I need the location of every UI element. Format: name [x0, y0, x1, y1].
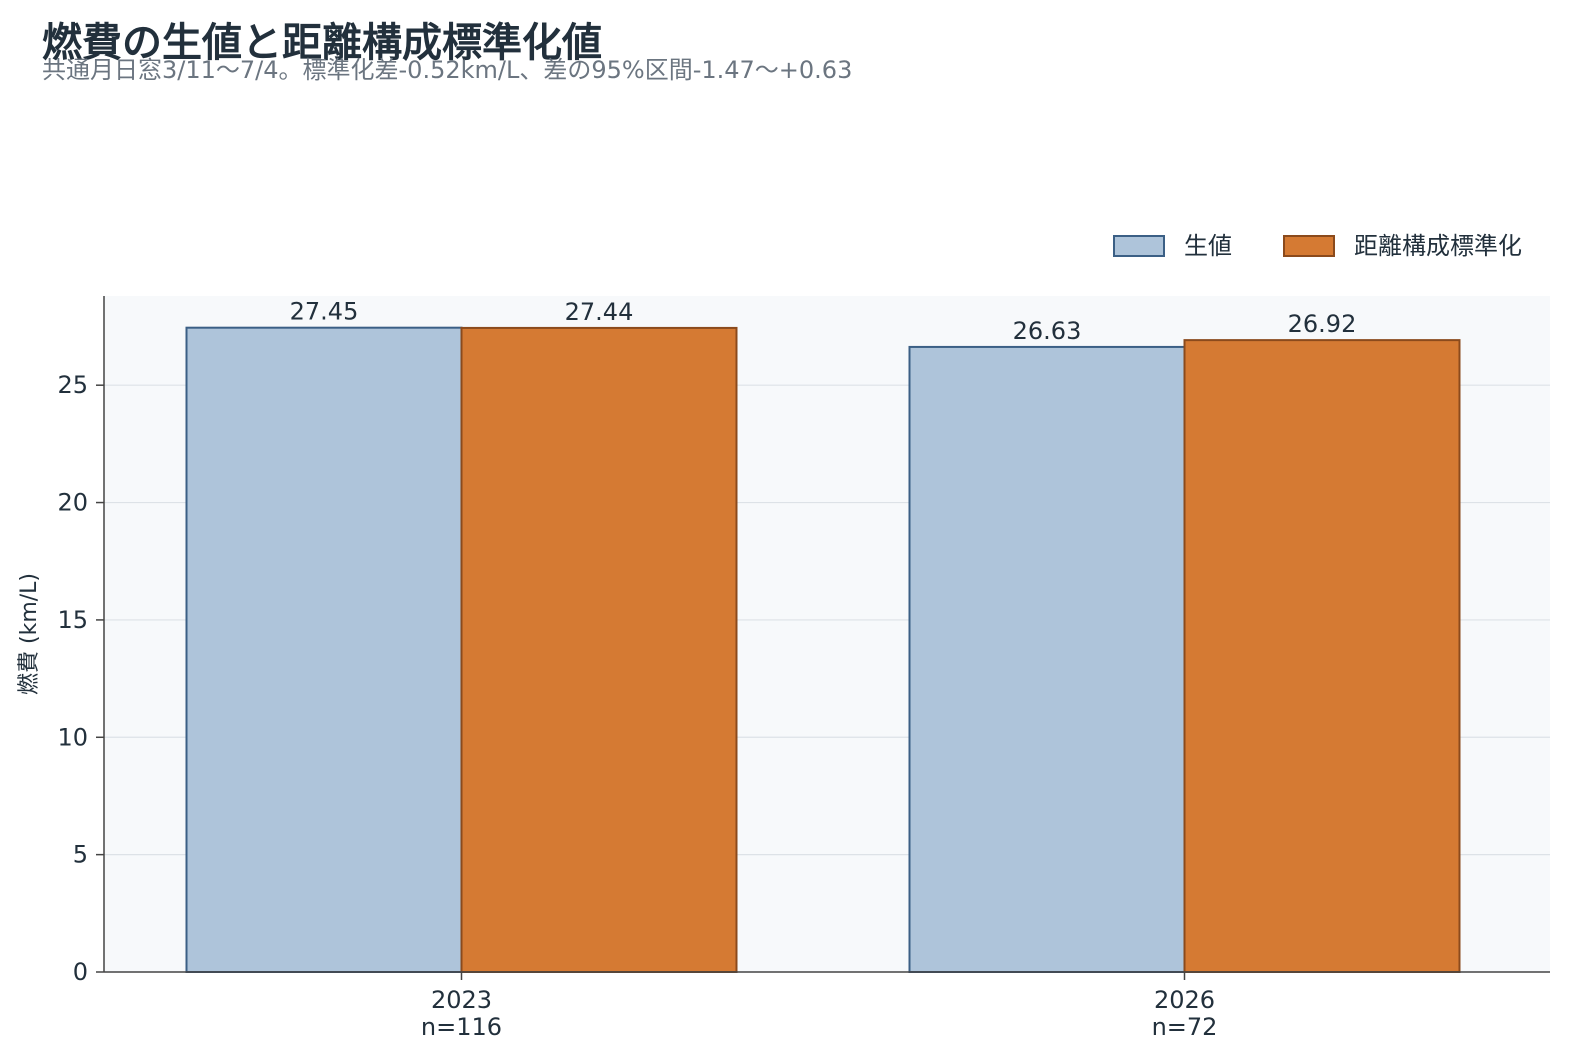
- bar-value-label: 26.92: [1288, 310, 1357, 338]
- y-ticks: 0 5 10 15 20 25: [57, 371, 104, 986]
- chart-title: 燃費の生値と距離構成標準化値: [42, 20, 602, 66]
- x-tick-label: 2023: [431, 986, 492, 1014]
- bars: [185, 326, 1461, 974]
- value-labels: 27.45 27.44 26.63 26.92: [290, 298, 1357, 345]
- legend-swatch: [1283, 235, 1335, 257]
- legend-label: 距離構成標準化: [1354, 232, 1522, 260]
- x-tick-sublabel: n=72: [1152, 1013, 1218, 1041]
- bar-standardized-2026: [1183, 339, 1461, 973]
- y-axis-label: 燃費 (km/L): [17, 573, 42, 695]
- bar-raw-2026: [908, 345, 1186, 974]
- chart-subtitle: 共通月日窓3/11〜7/4。標準化差-0.52km/L、差の95%区間-1.47…: [42, 56, 853, 84]
- bar-raw-2023: [185, 326, 463, 973]
- x-tick-label: 2026: [1154, 986, 1215, 1014]
- y-tick-label: 20: [57, 489, 88, 517]
- bar-value-label: 27.45: [290, 298, 359, 326]
- y-tick-label: 5: [73, 841, 88, 869]
- bar-standardized-2023: [460, 326, 738, 973]
- y-tick-label: 0: [73, 958, 88, 986]
- legend-swatch: [1113, 235, 1165, 257]
- y-tick-label: 15: [57, 606, 88, 634]
- y-tick-label: 10: [57, 723, 88, 751]
- x-tick-sublabel: n=116: [421, 1013, 502, 1041]
- legend-label: 生値: [1184, 232, 1232, 260]
- bar-value-label: 26.63: [1013, 317, 1082, 345]
- bar-value-label: 27.44: [565, 298, 634, 326]
- y-tick-label: 25: [57, 371, 88, 399]
- legend: 生値 距離構成標準化: [1113, 232, 1522, 260]
